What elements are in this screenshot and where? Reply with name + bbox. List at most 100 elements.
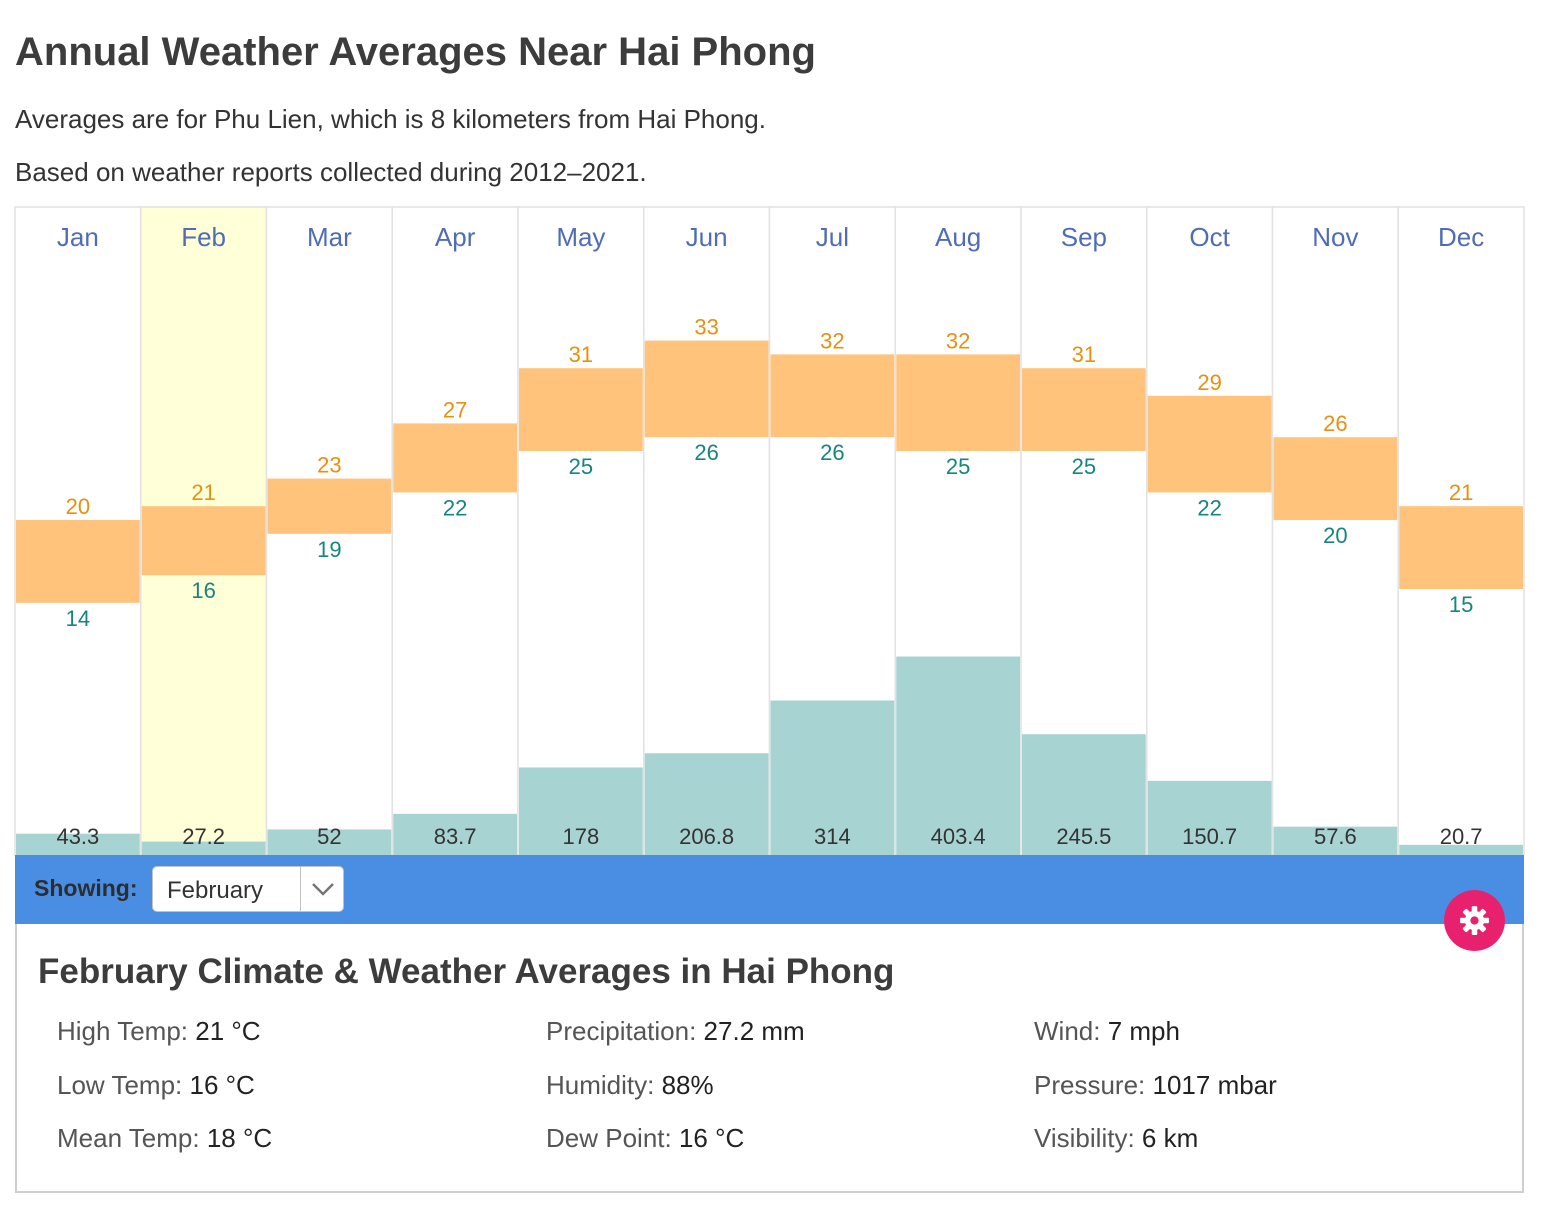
stat-label: Humidity:	[546, 1070, 655, 1100]
precip-bar-oct	[1147, 780, 1272, 855]
stat-precipitation: Precipitation: 27.2 mm	[546, 1016, 805, 1047]
precip-label-may: 178	[563, 824, 600, 849]
precip-bar-dec	[1399, 844, 1523, 855]
precip-bar-may	[519, 767, 643, 855]
low-temp-label-aug: 25	[946, 454, 970, 479]
high-temp-label-apr: 27	[443, 397, 467, 422]
low-temp-label-nov: 20	[1323, 523, 1347, 548]
precip-bar-jun	[644, 753, 769, 855]
month-detail-panel: February Climate & Weather Averages in H…	[15, 924, 1524, 1193]
month-control-bar: Showing: February	[15, 855, 1524, 924]
settings-button[interactable]	[1444, 890, 1505, 951]
high-temp-label-mar: 23	[317, 453, 341, 478]
stat-label: Pressure:	[1034, 1070, 1146, 1100]
stat-humidity: Humidity: 88%	[546, 1070, 714, 1101]
precip-bar-apr	[393, 813, 517, 855]
precip-bar-aug	[896, 656, 1020, 855]
month-label-mar: Mar	[307, 222, 352, 252]
low-temp-label-oct: 22	[1197, 495, 1221, 520]
precip-label-apr: 83.7	[434, 824, 477, 849]
annual-weather-chart: Jan 20 14 43.3 Feb 21 16 27.2 Mar 23 19 52 Apr 27 22 83…	[14, 206, 1525, 856]
precip-bar-sep	[1022, 734, 1146, 855]
month-column-oct	[1146, 206, 1274, 856]
low-temp-label-jan: 14	[66, 606, 90, 631]
stat-low-temp: Low Temp: 16 °C	[57, 1070, 255, 1101]
low-temp-label-sep: 25	[1072, 454, 1096, 479]
stat-value: 21 °C	[195, 1016, 261, 1046]
temp-band-feb	[141, 506, 266, 576]
month-label-aug: Aug	[935, 222, 981, 252]
temp-band-may	[519, 368, 643, 451]
stat-value: 7 mph	[1107, 1016, 1180, 1046]
month-label-feb: Feb	[181, 222, 226, 252]
stat-value: 16 °C	[189, 1070, 255, 1100]
temp-band-mar	[267, 478, 392, 534]
stat-label: Dew Point:	[546, 1123, 672, 1153]
precip-label-jun: 206.8	[679, 824, 734, 849]
stat-value: 88%	[661, 1070, 714, 1100]
stat-label: Precipitation:	[546, 1016, 697, 1046]
stat-value: 27.2 mm	[703, 1016, 805, 1046]
station-note: Averages are for Phu Lien, which is 8 ki…	[15, 104, 766, 134]
precip-bar-jul	[770, 700, 895, 855]
temp-band-jun	[644, 340, 769, 438]
precip-label-jul: 314	[814, 824, 851, 849]
precip-bar-nov	[1273, 826, 1398, 855]
month-column-apr	[391, 206, 519, 856]
high-temp-label-jan: 20	[66, 494, 90, 519]
month-label-jan: Jan	[57, 222, 99, 252]
stat-dew-point: Dew Point: 16 °C	[546, 1123, 744, 1154]
stat-mean-temp: Mean Temp: 18 °C	[57, 1123, 272, 1154]
precip-label-jan: 43.3	[56, 824, 99, 849]
low-temp-label-feb: 16	[191, 578, 215, 603]
high-temp-label-dec: 21	[1449, 480, 1473, 505]
precip-label-sep: 245.5	[1056, 824, 1111, 849]
high-temp-label-feb: 21	[191, 480, 215, 505]
precip-label-aug: 403.4	[931, 824, 986, 849]
stat-value: 6 km	[1141, 1123, 1199, 1153]
high-temp-label-sep: 31	[1072, 342, 1096, 367]
high-temp-label-may: 31	[569, 342, 593, 367]
low-temp-label-may: 25	[569, 454, 593, 479]
high-temp-label-jun: 33	[694, 315, 718, 340]
low-temp-label-apr: 22	[443, 495, 467, 520]
precip-label-mar: 52	[317, 824, 341, 849]
chevron-down-icon	[312, 883, 334, 896]
precip-label-dec: 20.7	[1440, 824, 1483, 849]
precip-label-oct: 150.7	[1182, 824, 1237, 849]
showing-label: Showing:	[34, 875, 138, 901]
precip-label-nov: 57.6	[1314, 824, 1357, 849]
temp-band-apr	[393, 423, 517, 493]
temp-band-nov	[1273, 437, 1398, 520]
temp-band-jul	[770, 354, 895, 438]
stat-label: Low Temp:	[57, 1070, 183, 1100]
stat-label: Wind:	[1034, 1016, 1101, 1046]
month-label-may: May	[556, 222, 605, 252]
high-temp-label-jul: 32	[820, 328, 844, 353]
high-temp-label-oct: 29	[1197, 370, 1221, 395]
precip-bar-mar	[267, 829, 392, 855]
temp-band-oct	[1147, 395, 1272, 493]
page-title: Annual Weather Averages Near Hai Phong	[15, 30, 816, 74]
select-divider	[300, 867, 301, 911]
precip-bar-feb	[141, 841, 266, 855]
month-label-jun: Jun	[686, 222, 728, 252]
data-period-note: Based on weather reports collected durin…	[15, 157, 647, 187]
month-select[interactable]: February	[152, 866, 344, 912]
month-label-dec: Dec	[1438, 222, 1484, 252]
temp-band-dec	[1399, 506, 1523, 589]
month-label-apr: Apr	[435, 222, 476, 252]
month-column-may	[517, 206, 645, 856]
month-label-nov: Nov	[1312, 222, 1358, 252]
stat-value: 18 °C	[206, 1123, 273, 1153]
high-temp-label-nov: 26	[1323, 411, 1347, 436]
month-select-value: February	[167, 877, 264, 904]
month-label-sep: Sep	[1061, 222, 1107, 252]
low-temp-label-mar: 19	[317, 537, 341, 562]
stat-label: Mean Temp:	[57, 1123, 200, 1153]
low-temp-label-dec: 15	[1449, 592, 1473, 617]
high-temp-label-aug: 32	[946, 328, 970, 353]
precip-label-feb: 27.2	[182, 824, 225, 849]
month-label-oct: Oct	[1189, 222, 1230, 252]
temp-band-sep	[1022, 368, 1146, 451]
